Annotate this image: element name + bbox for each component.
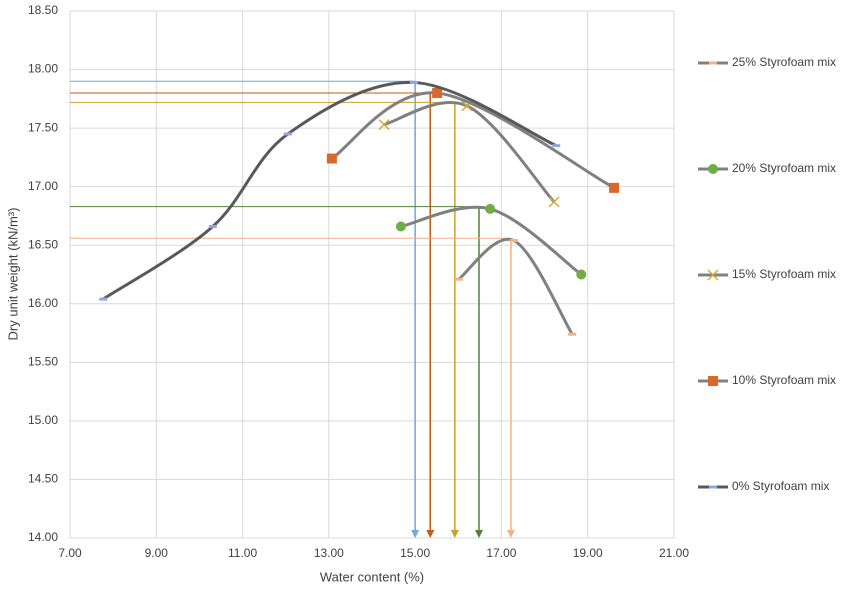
marker bbox=[708, 376, 718, 386]
marker bbox=[378, 119, 390, 131]
x-tick-label: 17.00 bbox=[486, 546, 516, 560]
series-line bbox=[102, 80, 557, 301]
x-tick-label: 9.00 bbox=[145, 546, 169, 560]
marker bbox=[709, 61, 717, 65]
marker bbox=[708, 164, 718, 174]
reference-arrow bbox=[506, 530, 515, 538]
x-axis-title: Water content (%) bbox=[320, 569, 424, 584]
y-tick-label: 16.00 bbox=[28, 296, 58, 310]
x-tick-label: 7.00 bbox=[58, 546, 82, 560]
y-tick-label: 14.50 bbox=[28, 472, 58, 486]
y-tick-label: 18.50 bbox=[28, 3, 58, 17]
marker bbox=[454, 277, 463, 281]
x-tick-label: 19.00 bbox=[573, 546, 603, 560]
marker bbox=[283, 132, 292, 136]
marker bbox=[99, 297, 108, 301]
x-tick-label: 13.00 bbox=[314, 546, 344, 560]
marker bbox=[509, 239, 518, 243]
legend-label: 25% Styrofoam mix bbox=[732, 55, 836, 69]
legend-label: 0% Styrofoam mix bbox=[732, 479, 829, 493]
y-tick-label: 17.50 bbox=[28, 120, 58, 134]
y-tick-label: 14.00 bbox=[28, 530, 58, 544]
marker bbox=[707, 269, 719, 281]
y-tick-label: 18.00 bbox=[28, 62, 58, 76]
y-tick-label: 15.50 bbox=[28, 355, 58, 369]
x-tick-label: 11.00 bbox=[228, 546, 257, 560]
marker bbox=[409, 80, 418, 84]
legend-label: 10% Styrofoam mix bbox=[732, 373, 836, 387]
marker bbox=[552, 144, 561, 148]
x-tick-label: 15.00 bbox=[400, 546, 430, 560]
marker bbox=[395, 221, 406, 232]
marker bbox=[709, 485, 717, 489]
reference-arrow bbox=[450, 530, 459, 538]
marker bbox=[326, 153, 337, 164]
x-tick-label: 21.00 bbox=[659, 546, 689, 560]
y-tick-label: 16.50 bbox=[28, 237, 58, 251]
marker bbox=[208, 224, 217, 228]
y-tick-label: 17.00 bbox=[28, 179, 58, 193]
y-axis-title: Dry unit weight (kN/m³) bbox=[5, 208, 20, 341]
marker bbox=[568, 332, 577, 336]
marker bbox=[576, 269, 587, 280]
reference-arrow bbox=[426, 530, 435, 538]
marker bbox=[609, 182, 620, 193]
series-line bbox=[331, 91, 615, 190]
y-tick-label: 15.00 bbox=[28, 413, 58, 427]
reference-arrow bbox=[474, 530, 483, 538]
reference-arrow bbox=[411, 530, 420, 538]
marker bbox=[485, 203, 496, 214]
series-line bbox=[400, 205, 583, 276]
legend-label: 20% Styrofoam mix bbox=[732, 161, 836, 175]
legend-label: 15% Styrofoam mix bbox=[732, 267, 836, 281]
marker bbox=[432, 87, 443, 98]
marker bbox=[548, 196, 560, 208]
